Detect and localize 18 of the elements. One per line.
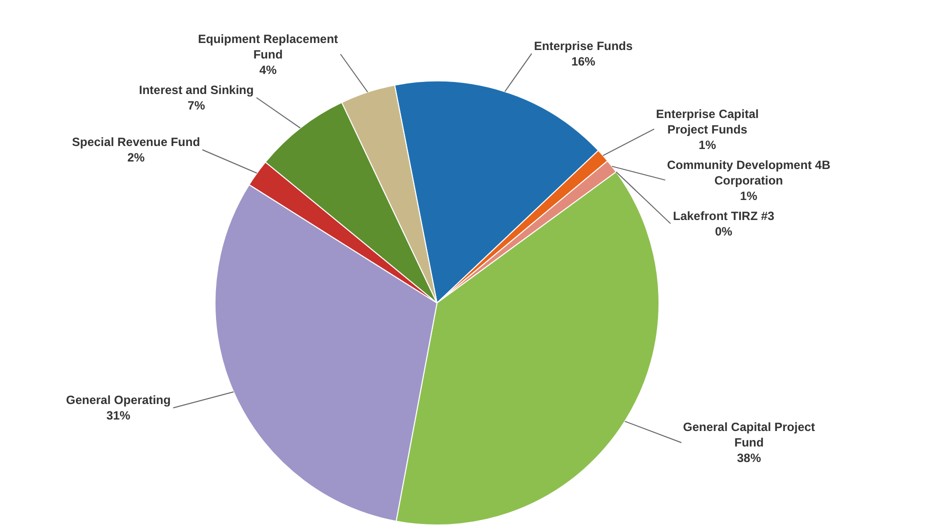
slice-label: Interest and Sinking bbox=[139, 83, 254, 97]
data-label: 7% bbox=[188, 98, 206, 113]
slice-label: Community Development 4B Corporation bbox=[667, 158, 831, 188]
data-label: 4% bbox=[259, 63, 278, 78]
slice-label: General Capital Project Fund bbox=[683, 420, 816, 450]
data-label: 1% bbox=[740, 189, 758, 204]
text: 0% bbox=[715, 224, 732, 239]
slice-label: Special Revenue Fund bbox=[72, 135, 200, 149]
data-label: 31% bbox=[106, 408, 131, 423]
slice-label: General Operating bbox=[66, 393, 171, 407]
data-label: 16% bbox=[571, 54, 596, 69]
data-label: 38% bbox=[737, 451, 762, 466]
data-label: 2% bbox=[127, 150, 146, 165]
category-label: Lakefront TIRZ #3 bbox=[673, 209, 774, 223]
data-label: 1% bbox=[698, 138, 716, 152]
slice-label: Enterprise Capital Project Funds bbox=[656, 107, 759, 137]
slice-label: Enterprise Funds bbox=[534, 39, 634, 53]
slice-label: Equipment Replacement Fund bbox=[198, 32, 338, 62]
